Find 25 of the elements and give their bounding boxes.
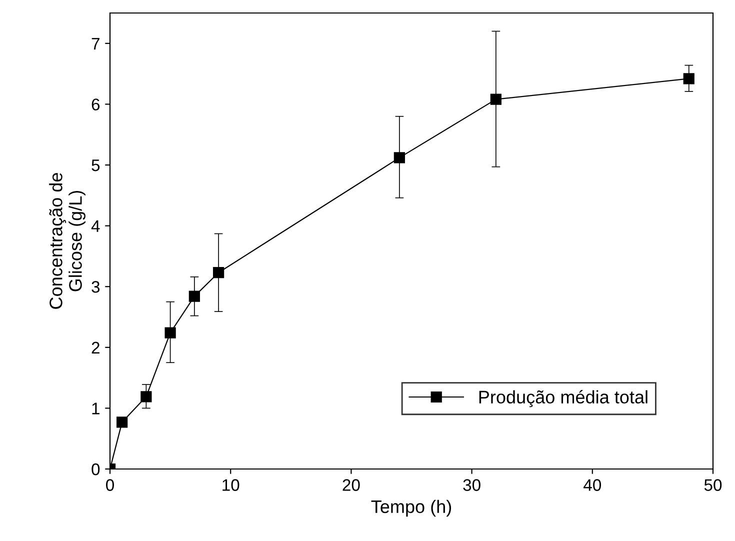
point [394, 152, 405, 164]
point [683, 73, 694, 84]
x-tick-label: 20 [342, 479, 360, 491]
point [212, 267, 224, 278]
y-tick-label: 0 [92, 463, 100, 476]
legend-label: Produção média total [479, 390, 648, 408]
y-tick-label: 7 [92, 38, 100, 50]
y-tick-label: 5 [92, 160, 100, 172]
point [490, 94, 502, 105]
x-tick-label: 0 [106, 479, 114, 491]
y-axis-title: Concentração de Glicose (g/L) [49, 173, 86, 309]
point [188, 290, 200, 302]
point [116, 416, 128, 428]
point [140, 391, 152, 402]
y-tick-label: 6 [92, 98, 100, 110]
x-tick-label: 10 [222, 479, 240, 491]
y-tick-label: 3 [92, 281, 100, 293]
x-tick-label: 40 [584, 479, 602, 491]
x-tick-label: 50 [704, 479, 722, 491]
x-axis-title: Tempo (h) [371, 500, 452, 517]
point [164, 327, 176, 338]
y-tick-label: 2 [92, 342, 100, 354]
y-tick-label: 4 [91, 220, 100, 232]
y-tick-label: 1 [92, 402, 100, 414]
x-tick-label: 30 [463, 479, 480, 491]
